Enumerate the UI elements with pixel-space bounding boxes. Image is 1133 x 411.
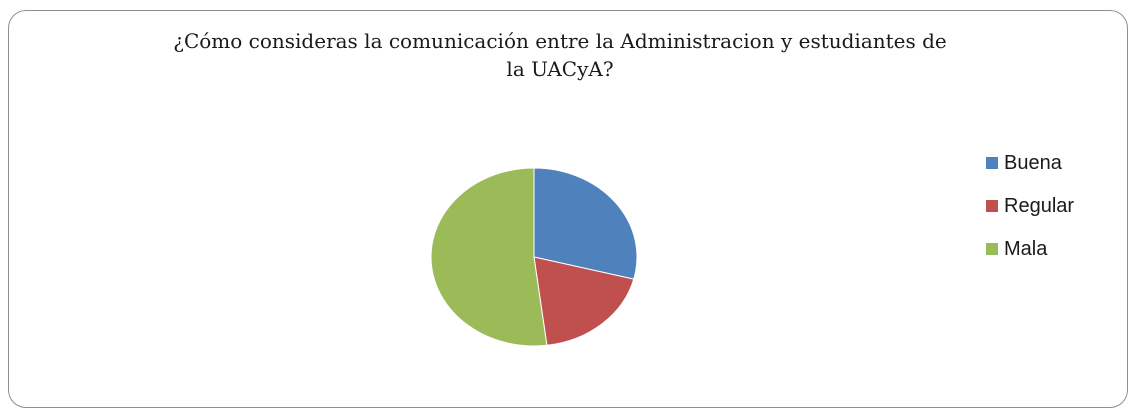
legend-swatch-mala: [986, 243, 998, 255]
legend-swatch-buena: [986, 157, 998, 169]
pie-slice-regular: [533, 256, 635, 346]
legend-item-mala: Mala: [986, 236, 1074, 262]
legend-item-regular: Regular: [986, 193, 1074, 219]
legend-label-buena: Buena: [1004, 151, 1062, 174]
legend-label-mala: Mala: [1004, 237, 1048, 260]
pie-slice-buena: [533, 167, 638, 280]
legend-item-buena: Buena: [986, 150, 1074, 176]
chart-title: ¿Cómo consideras la comunicación entre l…: [60, 27, 1060, 83]
pie-slice-mala: [430, 167, 548, 347]
legend: Buena Regular Mala: [986, 150, 1074, 279]
chart-title-line-2: la UACyA?: [506, 57, 614, 81]
legend-swatch-regular: [986, 200, 998, 212]
legend-label-regular: Regular: [1004, 194, 1075, 217]
chart-title-line-1: ¿Cómo consideras la comunicación entre l…: [173, 29, 947, 53]
